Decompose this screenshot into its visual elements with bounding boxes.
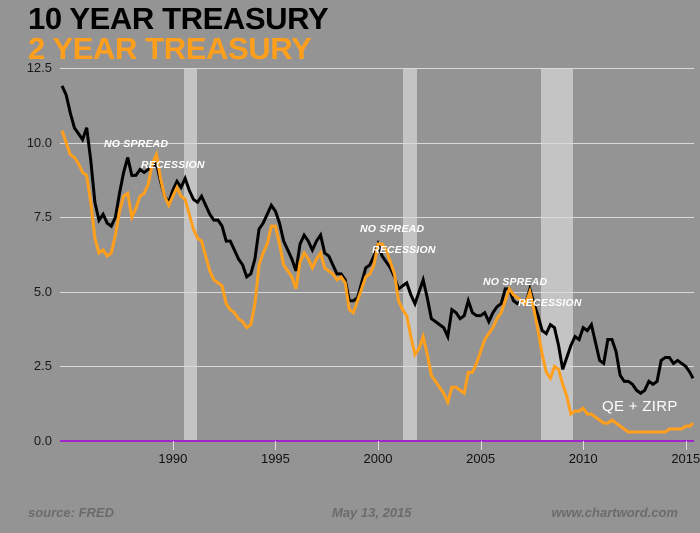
series-line — [60, 85, 695, 396]
x-axis-tickmark — [378, 441, 380, 450]
title-10-year-treasury: 10 YEAR TREASURY — [28, 1, 329, 36]
annotation-qe-zirp: QE + ZIRP — [602, 398, 678, 415]
footer-source: source: FRED — [28, 505, 114, 520]
plot-area — [60, 68, 695, 442]
y-axis-tick-label: 7.5 — [33, 209, 52, 225]
footer-date: May 13, 2015 — [332, 505, 412, 520]
gridline — [60, 366, 694, 368]
annotation-no-spread: NO SPREAD — [483, 276, 548, 288]
x-axis-tickmark — [583, 441, 585, 450]
annotation-recession: RECESSION — [372, 244, 436, 256]
x-axis-tick-label: 2000 — [363, 451, 393, 466]
y-axis-tick-label: 0.0 — [33, 433, 52, 448]
gridline — [60, 291, 694, 293]
x-axis-tickmark — [275, 441, 277, 450]
y-axis-tick-label: 2.5 — [33, 358, 52, 374]
x-axis-tick-label: 2015 — [671, 451, 700, 466]
annotation-no-spread: NO SPREAD — [360, 223, 425, 235]
zero-axis-line — [60, 440, 694, 442]
x-axis-tick-label: 2005 — [466, 451, 496, 466]
footer-website: www.chartword.com — [551, 505, 678, 520]
x-axis-ticks: 1990 1995 2000 2005 2010 2015 — [60, 441, 700, 477]
x-axis-tickmark — [685, 441, 687, 450]
series-lines — [60, 85, 695, 434]
y-axis-tick-label: 12.5 — [26, 60, 52, 75]
recession-band — [184, 68, 198, 441]
chart-footer: source: FRED May 13, 2015 www.chartword.… — [0, 505, 700, 533]
annotation-recession: RECESSION — [141, 159, 205, 171]
x-axis-tick-label: 1995 — [260, 451, 290, 466]
annotation-no-spread: NO SPREAD — [104, 138, 169, 150]
y-axis-tick-label: 5.0 — [33, 283, 52, 299]
x-axis-tick-label: 2010 — [568, 451, 598, 466]
chart-title-block: 10 YEAR TREASURY 2 YEAR TREASURY — [28, 1, 329, 66]
x-axis-tick-label: 1990 — [158, 451, 188, 466]
annotation-recession: RECESSION — [518, 297, 582, 309]
x-axis-tickmark — [172, 441, 174, 450]
y-axis-labels: 0.0 2.5 5.0 7.5 10.0 12.5 — [0, 60, 52, 448]
gridline — [60, 68, 694, 69]
y-axis-tick-label: 10.0 — [26, 134, 52, 150]
x-axis-tickmark — [480, 441, 482, 450]
recession-band — [541, 68, 573, 441]
series-line — [60, 130, 695, 434]
gridline — [60, 217, 694, 219]
title-2-year-treasury: 2 YEAR TREASURY — [28, 31, 312, 66]
gridline — [60, 142, 694, 144]
